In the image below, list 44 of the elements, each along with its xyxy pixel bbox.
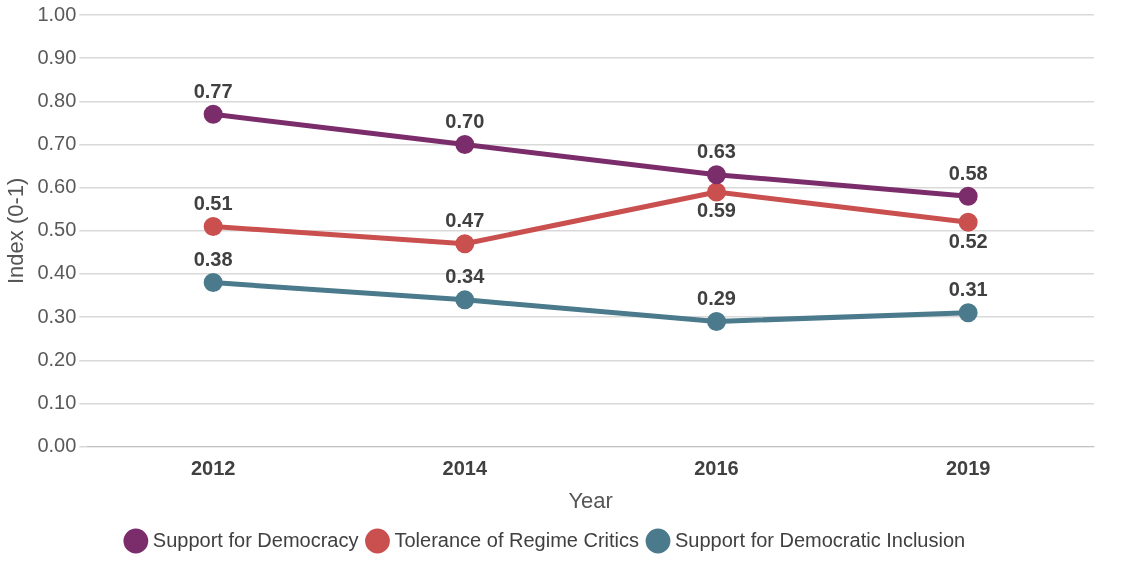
point <box>455 234 475 254</box>
y-tick-label: 0.60 <box>37 175 77 198</box>
data-label: 0.70 <box>445 110 485 132</box>
data-label: 0.38 <box>193 248 233 271</box>
y-tick-label: 0.20 <box>37 347 77 370</box>
point <box>707 165 726 185</box>
y-axis-title: Index (0-1) <box>3 177 29 284</box>
x-tick-label: 2012 <box>190 457 236 480</box>
y-tick-label: 0.90 <box>37 45 77 68</box>
data-label: 0.77 <box>193 79 233 102</box>
data-label: 0.58 <box>948 161 988 184</box>
point <box>958 303 978 323</box>
data-label: 0.52 <box>948 229 988 252</box>
data-label: 0.63 <box>697 140 736 163</box>
x-tick-label: 2014 <box>442 457 488 480</box>
point <box>958 186 978 206</box>
x-tick-label: 2019 <box>945 457 991 480</box>
y-tick-label: 0.50 <box>37 218 77 241</box>
point <box>203 273 223 293</box>
data-label: 0.51 <box>193 192 233 214</box>
point <box>455 290 475 310</box>
data-label: 0.31 <box>948 278 988 301</box>
legend-label: Tolerance of Regime Critics <box>394 528 640 551</box>
data-label: 0.47 <box>445 209 485 232</box>
y-tick-label: 0.10 <box>37 390 77 413</box>
y-tick-label: 0.40 <box>37 261 77 284</box>
point <box>707 182 726 202</box>
point <box>455 134 475 154</box>
data-label: 0.29 <box>697 286 736 309</box>
y-tick-label: 0.30 <box>37 304 77 327</box>
legend-label: Support for Democracy <box>152 528 359 551</box>
y-tick-label: 0.70 <box>37 132 77 154</box>
y-tick-label: 0.80 <box>37 88 77 111</box>
legend-label: Support for Democratic Inclusion <box>675 528 966 551</box>
x-axis-title: Year <box>568 487 613 513</box>
data-label: 0.59 <box>697 199 736 222</box>
point <box>958 212 978 232</box>
point <box>203 216 223 236</box>
y-tick-label: 1.00 <box>37 2 77 25</box>
y-tick-label: 0.00 <box>37 434 77 457</box>
point <box>707 311 726 331</box>
data-label: 0.34 <box>445 265 486 288</box>
x-tick-label: 2016 <box>694 457 739 480</box>
point <box>203 104 223 124</box>
